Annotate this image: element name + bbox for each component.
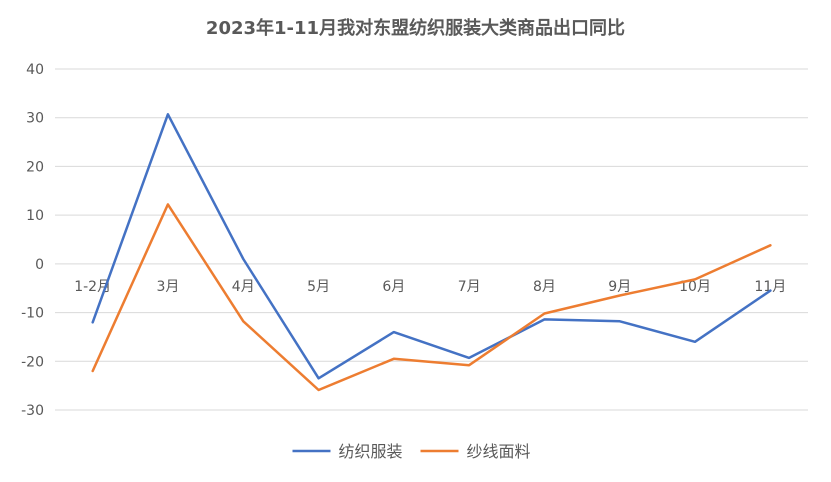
x-tick-label: 3月 — [156, 279, 179, 295]
x-tick-label: 11月 — [754, 279, 786, 295]
x-tick-label: 8月 — [533, 279, 556, 295]
y-tick-label: -10 — [21, 306, 44, 322]
y-tick-label: 0 — [35, 257, 44, 273]
x-tick-label: 7月 — [458, 279, 481, 295]
x-tick-label: 1-2月 — [74, 279, 111, 295]
y-tick-label: -20 — [21, 354, 44, 370]
legend-entry[interactable]: 纱线面料 — [420, 442, 531, 461]
x-tick-label: 9月 — [608, 279, 631, 295]
series-lines — [91, 113, 772, 392]
legend[interactable]: 纺织服装 纱线面料 — [292, 442, 531, 461]
x-axis-tick-labels: 1-2月 3月 4月 5月 6月 7月 8月 9月 10月 11月 — [74, 279, 786, 295]
y-tick-label: -30 — [21, 403, 44, 419]
legend-label: 纱线面料 — [467, 442, 531, 461]
series-line-1 — [91, 113, 772, 380]
x-tick-label: 10月 — [679, 279, 711, 295]
y-tick-label: 20 — [26, 159, 44, 175]
y-tick-label: 30 — [26, 111, 44, 127]
chart-title: 2023年1-11月我对东盟纺织服装大类商品出口同比 — [205, 18, 626, 39]
legend-entry[interactable]: 纺织服装 — [292, 442, 403, 461]
y-tick-label: 40 — [26, 62, 44, 78]
y-tick-label: 10 — [26, 208, 44, 224]
gridlines — [55, 68, 808, 411]
series-line-2 — [91, 203, 772, 392]
x-tick-label: 5月 — [307, 279, 330, 295]
legend-label: 纺织服装 — [339, 442, 403, 461]
y-axis-tick-labels: -30 -20 -10 0 10 20 30 40 — [21, 62, 44, 419]
x-tick-label: 4月 — [232, 279, 255, 295]
x-tick-label: 6月 — [382, 279, 405, 295]
